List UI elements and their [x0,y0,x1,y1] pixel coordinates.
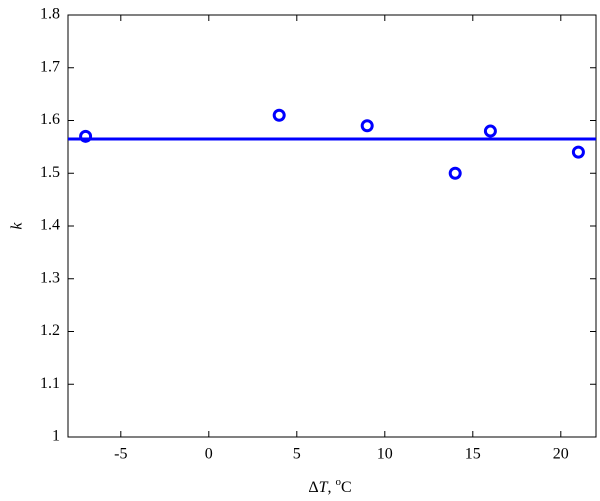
x-tick-label: 15 [465,446,481,463]
x-tick-label: 10 [377,446,393,463]
y-axis-label: k [9,222,26,230]
y-tick-label: 1.8 [40,6,60,23]
y-tick-label: 1.2 [40,322,60,339]
y-tick-label: 1.1 [40,375,60,392]
data-point [272,108,286,122]
data-point [79,129,93,143]
y-tick-label: 1.6 [40,111,60,128]
x-tick-label: 5 [293,446,301,463]
y-tick-label: 1.5 [40,164,60,181]
x-tick-label: 0 [205,446,213,463]
data-point [571,145,585,159]
x-tick-label: 20 [553,446,569,463]
data-point [360,119,374,133]
x-axis-label: ΔT, oC [308,476,351,496]
data-point [483,124,497,138]
y-tick-label: 1.4 [40,217,60,234]
x-tick-label: -5 [114,446,127,463]
plot-frame [67,14,597,438]
y-tick-label: 1 [52,428,60,445]
data-point [448,166,462,180]
y-tick-label: 1.7 [40,58,60,75]
y-tick-label: 1.3 [40,269,60,286]
